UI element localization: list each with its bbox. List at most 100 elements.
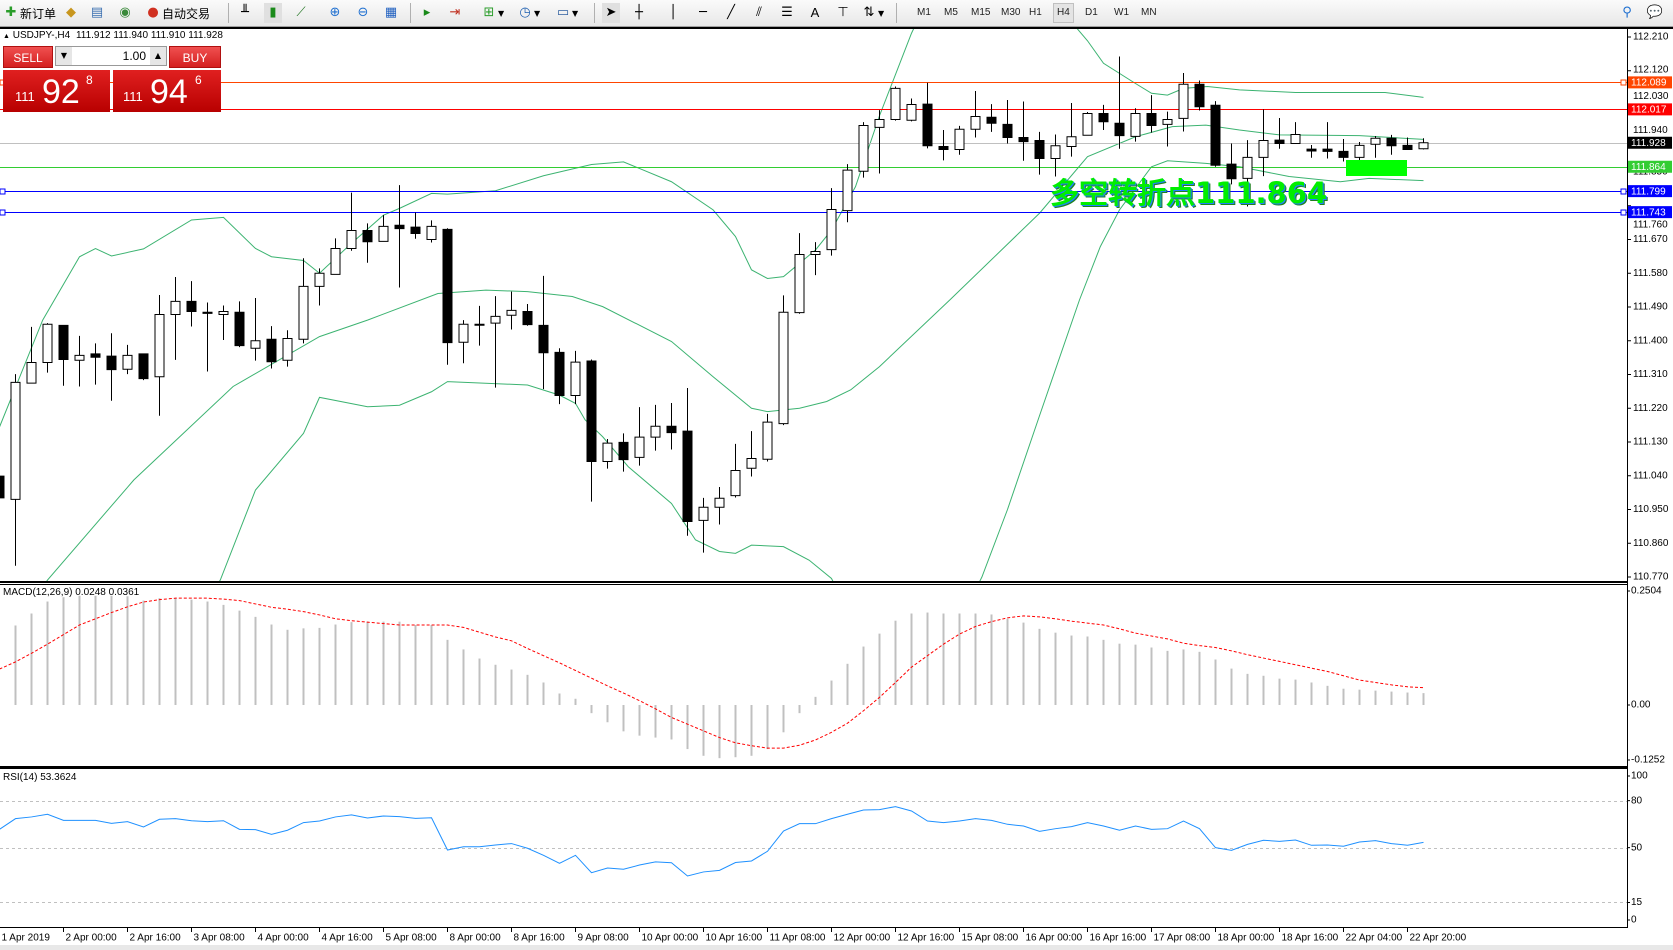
macd-histogram-bar: [702, 705, 705, 756]
text-button[interactable]: A: [806, 3, 824, 23]
auto-scroll-icon: ▸: [423, 5, 431, 20]
templates-button[interactable]: ▭ ▼: [554, 3, 578, 23]
candle-body-bearish: [1034, 140, 1045, 159]
candlestick-button[interactable]: ▮: [264, 3, 282, 23]
sell-price[interactable]: 111 92 8: [3, 70, 110, 112]
vertical-line-button[interactable]: │: [664, 3, 682, 23]
macd-histogram-bar: [126, 596, 129, 705]
candle-body-bullish: [1178, 83, 1189, 119]
timeframe-h1[interactable]: H1: [1029, 7, 1042, 18]
chart-window[interactable]: [0, 27, 1673, 945]
bar-chart-button[interactable]: ╨: [236, 3, 254, 23]
candle: [170, 277, 181, 360]
candle: [826, 188, 837, 256]
candle: [106, 333, 117, 401]
macd-histogram-bar: [542, 682, 545, 705]
macd-histogram-bar: [798, 705, 801, 714]
arrows-button[interactable]: ⇅ ▼: [860, 3, 885, 23]
candle-body-bullish: [778, 311, 789, 425]
price-tick-label: 111.220: [1633, 403, 1668, 414]
lot-size-input[interactable]: 1.00: [122, 49, 146, 63]
timeframe-w1[interactable]: W1: [1114, 7, 1129, 18]
search-button[interactable]: ⚲: [1618, 3, 1636, 23]
buy-price[interactable]: 111 94 6: [113, 70, 221, 112]
lot-decrease-button[interactable]: ▼: [56, 47, 72, 65]
candle-body-bearish: [234, 311, 245, 347]
candle-body-bullish: [426, 225, 437, 240]
cursor-button[interactable]: ➤: [602, 3, 620, 23]
timeframe-m1[interactable]: M1: [917, 7, 931, 18]
price-tick-label: 111.940: [1633, 125, 1668, 136]
zoom-out-button[interactable]: ⊖: [354, 3, 372, 23]
data-window-button[interactable]: ▤: [88, 3, 106, 23]
candle: [1418, 138, 1429, 150]
macd-histogram-bar: [1406, 692, 1409, 705]
new-order-button[interactable]: ✚ 新订单: [2, 3, 56, 23]
new-order-icon: ✚: [5, 5, 17, 20]
macd-histogram-bar: [558, 693, 561, 705]
price-tick-label: 112.210: [1633, 32, 1669, 43]
candle-body-bearish: [362, 230, 373, 243]
horizontal-line-button[interactable]: ─: [694, 3, 712, 23]
price-tag: [1628, 76, 1672, 89]
macd-signal-line: [0, 597, 1424, 749]
macd-histogram-bar: [302, 628, 305, 705]
macd-histogram-bar: [494, 664, 497, 705]
buy-button[interactable]: BUY: [169, 46, 221, 68]
sell-button[interactable]: SELL: [3, 46, 53, 68]
timeframe-d1[interactable]: D1: [1085, 7, 1098, 18]
lot-size-stepper[interactable]: ▼ 1.00 ▲: [55, 46, 167, 66]
auto-trading-button[interactable]: ● 自动交易: [144, 3, 210, 23]
time-tick-label: 15 Apr 08:00: [962, 933, 1019, 944]
pivot-annotation-text[interactable]: 多空转折点111.864: [1050, 176, 1328, 210]
toolbar: ✚ 新订单 ◆ ▤ ◉ ● 自动交易 ╨ ▮ ⟋ ⊕ ⊖ ▦ ▸ ⇥ ⊞ ▼ ◷ ▼…: [0, 0, 1673, 27]
trendline-button[interactable]: ╱: [722, 3, 740, 23]
equidistant-channel-button[interactable]: ⫽: [750, 3, 768, 23]
candle-body-bearish: [538, 324, 549, 354]
text-label-button[interactable]: ⊤: [834, 3, 852, 23]
macd-histogram-bar: [190, 599, 193, 705]
macd-histogram-bar: [286, 629, 289, 705]
tile-windows-button[interactable]: ▦: [382, 3, 400, 23]
timeframe-m5[interactable]: M5: [944, 7, 958, 18]
candle-body-bearish: [1226, 163, 1237, 180]
candle: [1002, 100, 1013, 144]
auto-scroll-button[interactable]: ▸: [418, 3, 436, 23]
price-tick-label: 111.490: [1633, 302, 1668, 313]
candle-body-bullish: [794, 254, 805, 314]
periods-button[interactable]: ◷ ▼: [516, 3, 540, 23]
macd-histogram-bar: [1166, 650, 1169, 705]
rsi-line: [0, 806, 1424, 877]
candle-body-bearish: [106, 355, 117, 371]
timeframe-h4[interactable]: H4: [1053, 3, 1074, 23]
auto-trading-label: 自动交易: [162, 6, 211, 21]
candle: [698, 497, 709, 553]
bar-chart-icon: ╨: [241, 5, 249, 20]
highlight-rectangle: [1346, 160, 1407, 176]
chat-button[interactable]: 💬: [1646, 3, 1664, 23]
lot-increase-button[interactable]: ▲: [150, 47, 166, 65]
candle-body-bearish: [1098, 113, 1109, 123]
indicators-button[interactable]: ⊞ ▼: [480, 3, 505, 23]
macd-tick-label: 0.00: [1631, 700, 1651, 711]
pane-separator: [0, 768, 1628, 769]
market-watch-button[interactable]: ◆: [62, 3, 80, 23]
macd-histogram-bar: [62, 597, 65, 705]
crosshair-button[interactable]: ┼: [630, 3, 648, 23]
timeframe-mn[interactable]: MN: [1141, 7, 1157, 18]
zoom-in-button[interactable]: ⊕: [326, 3, 344, 23]
line-chart-button[interactable]: ⟋: [292, 3, 310, 23]
chart-shift-button[interactable]: ⇥: [446, 3, 464, 23]
macd-histogram-bar: [1214, 659, 1217, 705]
price-tick-label: 111.040: [1633, 470, 1668, 481]
candle-body-bearish: [1194, 83, 1205, 108]
signals-button[interactable]: ◉: [116, 3, 134, 23]
fibonacci-button[interactable]: ☰: [778, 3, 796, 23]
candle: [458, 320, 469, 364]
timeframe-m15[interactable]: M15: [971, 7, 991, 18]
timeframe-m30[interactable]: M30: [1001, 7, 1021, 18]
candle: [426, 220, 437, 243]
collapse-arrow-icon[interactable]: ▲: [3, 33, 10, 40]
macd-histogram-bar: [1310, 682, 1313, 705]
